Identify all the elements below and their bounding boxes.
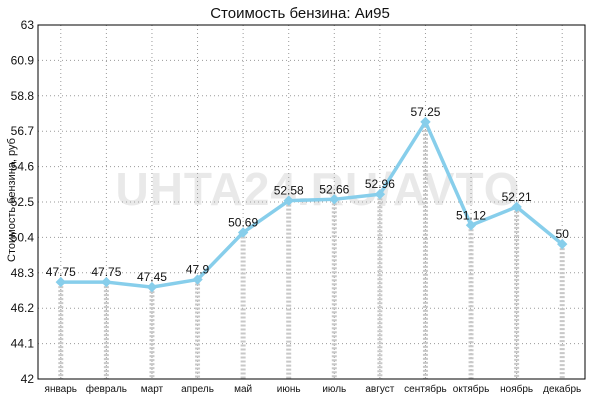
x-tick-label: август (365, 384, 394, 395)
data-point (55, 276, 66, 288)
x-tick-label: апрель (181, 384, 214, 395)
x-tick-label: сентябрь (404, 383, 447, 395)
data-label: 50 (556, 227, 570, 241)
data-point (420, 116, 431, 128)
watermark: UHTA24.RU/AVTO (115, 163, 520, 215)
chart-title: Стоимость бензина: Аи95 (210, 5, 390, 22)
y-tick-label: 56.7 (11, 124, 35, 138)
data-point (329, 194, 340, 205)
data-point (101, 276, 112, 288)
data-point (192, 274, 203, 285)
y-tick-label: 44.1 (11, 337, 35, 351)
y-tick-label: 48.3 (11, 266, 35, 280)
x-tick-label: май (234, 384, 252, 395)
data-label: 52.66 (319, 182, 349, 196)
data-label: 52.96 (365, 177, 395, 191)
data-point (374, 189, 386, 200)
data-label: 50.69 (228, 216, 258, 230)
data-point (511, 201, 522, 213)
y-tick-label: 54.6 (11, 160, 35, 174)
x-tick-label: октябрь (453, 383, 490, 395)
y-tick-label: 42 (21, 372, 35, 386)
y-tick-label: 52.5 (11, 195, 35, 209)
y-tick-label: 63 (21, 18, 35, 32)
drop-lines (58, 121, 565, 379)
data-label: 47.9 (186, 263, 210, 277)
data-labels: 47.75 47.75 47.45 47.9 50.69 52.58 52.66 52.96 5… (46, 105, 569, 284)
y-axis-label: Стоимость бензина, руб (6, 138, 18, 262)
y-tick-label: 50.4 (11, 230, 35, 244)
data-label: 47.75 (46, 265, 76, 279)
series-line (59, 120, 564, 289)
data-point (283, 195, 294, 206)
data-point (465, 220, 477, 231)
x-tick-label: февраль (86, 383, 127, 395)
data-label: 47.45 (137, 270, 167, 284)
data-point (557, 238, 568, 250)
x-tick-label: январь (45, 384, 77, 395)
data-point (237, 227, 249, 238)
x-tick-label: июнь (277, 384, 301, 395)
data-label: 47.75 (91, 265, 121, 279)
y-axis: 42 44.1 46.2 48.3 50.4 52.5 54.6 56.7 58.8 60.9 63 (11, 18, 35, 386)
data-label: 51.12 (456, 208, 486, 222)
y-tick-label: 60.9 (11, 53, 35, 67)
data-point (146, 281, 158, 293)
series (55, 116, 568, 293)
data-label: 52.21 (502, 190, 532, 204)
x-tick-label: июль (322, 384, 346, 395)
data-label: 52.58 (274, 184, 304, 198)
data-label: 57.25 (410, 105, 440, 119)
x-tick-label: декабрь (543, 383, 581, 395)
y-tick-label: 46.2 (11, 301, 35, 315)
plot-frame (37, 24, 586, 380)
x-tick-label: ноябрь (500, 383, 533, 395)
y-tick-label: 58.8 (11, 89, 35, 103)
x-axis: январь февраль март апрель май июнь июль август… (45, 383, 582, 395)
x-tick-label: март (141, 384, 164, 395)
